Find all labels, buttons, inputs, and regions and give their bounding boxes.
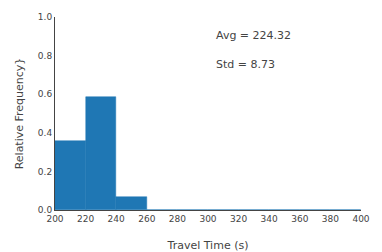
svg-text:0.0: 0.0: [38, 205, 53, 215]
svg-text:280: 280: [169, 214, 186, 224]
svg-text:360: 360: [291, 214, 308, 224]
svg-text:320: 320: [230, 214, 247, 224]
svg-text:Avg = 224.32Std = 8.73: Avg = 224.32Std = 8.73: [216, 29, 291, 71]
svg-text:200: 200: [46, 214, 63, 224]
svg-text:300: 300: [199, 214, 216, 224]
svg-text:0.8: 0.8: [38, 51, 53, 61]
svg-text:220: 220: [77, 214, 94, 224]
svg-text:Relative Frequency}: Relative Frequency}: [13, 58, 26, 170]
svg-text:240: 240: [108, 214, 125, 224]
svg-text:340: 340: [261, 214, 278, 224]
svg-text:260: 260: [138, 214, 155, 224]
svg-text:1.0: 1.0: [38, 12, 53, 22]
svg-text:Travel Time (s): Travel Time (s): [167, 239, 249, 252]
svg-text:400: 400: [352, 214, 369, 224]
svg-text:0.6: 0.6: [38, 89, 53, 99]
svg-text:0.4: 0.4: [38, 128, 53, 138]
svg-text:380: 380: [322, 214, 339, 224]
svg-text:0.2: 0.2: [38, 167, 52, 177]
